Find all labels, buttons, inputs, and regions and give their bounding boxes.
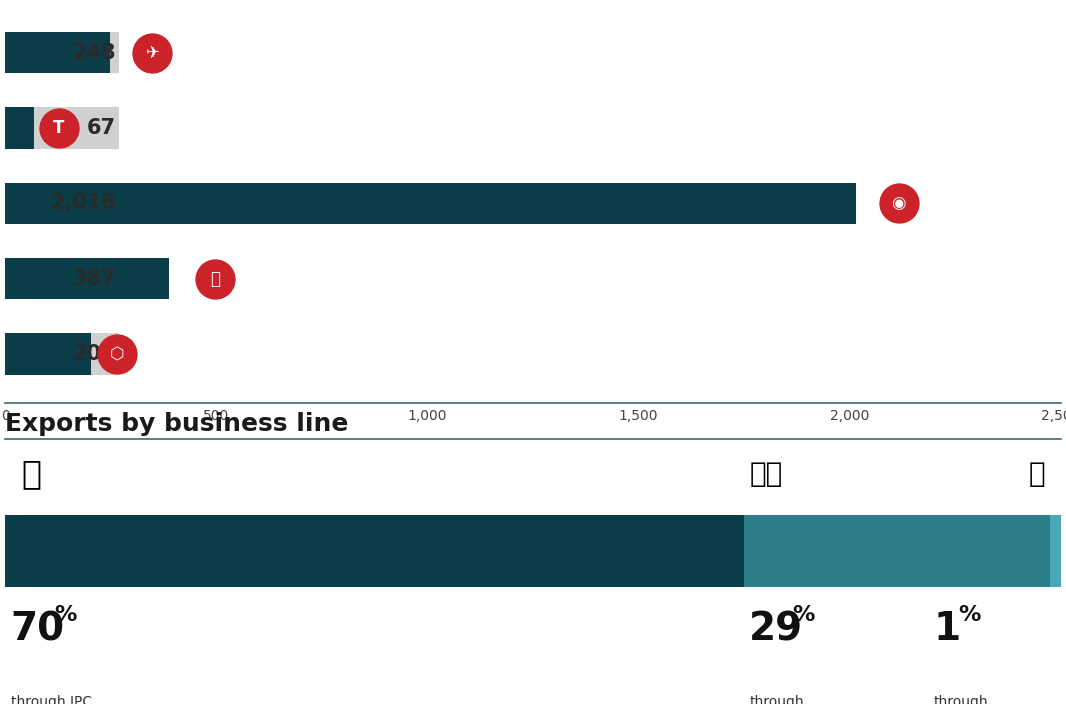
Text: 1: 1 <box>934 610 962 648</box>
Bar <box>1050 515 1061 587</box>
Text: 2,016: 2,016 <box>50 194 116 213</box>
Text: 29: 29 <box>749 610 804 648</box>
Text: %: % <box>54 605 77 625</box>
Text: 204: 204 <box>72 344 116 364</box>
Text: %: % <box>958 605 981 625</box>
Bar <box>5 32 110 73</box>
Text: 🍁: 🍁 <box>1029 460 1045 488</box>
Text: through
Sourcing: through Sourcing <box>934 696 995 704</box>
Text: through IPC: through IPC <box>11 696 92 704</box>
Text: 387: 387 <box>72 269 116 289</box>
Text: 🌐: 🌐 <box>21 457 42 490</box>
Text: 67: 67 <box>87 118 116 138</box>
Text: ✈: ✈ <box>145 44 159 61</box>
Bar <box>5 107 119 149</box>
Bar <box>5 182 119 224</box>
Bar <box>5 334 119 375</box>
Text: 🇺🇸: 🇺🇸 <box>749 460 782 488</box>
Bar <box>5 258 168 299</box>
Text: 70: 70 <box>11 610 65 648</box>
Bar <box>5 32 119 73</box>
Text: Exports by business line: Exports by business line <box>5 412 349 436</box>
Text: 248: 248 <box>72 42 116 63</box>
Text: ◉: ◉ <box>891 194 906 213</box>
Text: %: % <box>793 605 815 625</box>
Text: T: T <box>53 119 65 137</box>
Bar <box>744 515 1050 587</box>
Bar <box>5 107 34 149</box>
Bar <box>5 258 119 299</box>
Bar <box>5 515 744 587</box>
Bar <box>5 334 92 375</box>
Text: ⬡: ⬡ <box>110 345 124 363</box>
Text: through
DPSA: through DPSA <box>749 696 804 704</box>
Bar <box>5 182 856 224</box>
Text: 🔒: 🔒 <box>210 270 221 288</box>
